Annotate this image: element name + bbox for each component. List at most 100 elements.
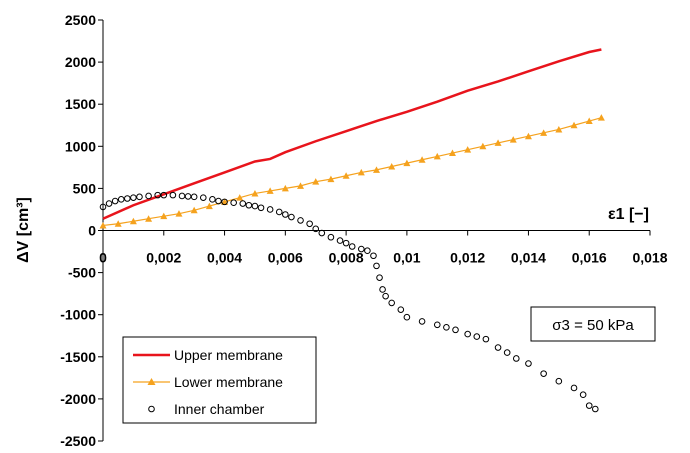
y-axis-title: ΔV [cm³] — [15, 197, 32, 263]
data-point-inner-chamber — [318, 229, 326, 237]
data-point-lower-membrane — [205, 202, 213, 210]
data-point-inner-chamber — [190, 193, 198, 201]
data-point-lower-membrane — [312, 178, 320, 185]
legend: Upper membrane Lower membrane Inner cham… — [122, 336, 317, 424]
data-point-inner-chamber — [373, 262, 380, 270]
data-point-inner-chamber — [136, 193, 143, 201]
data-point-inner-chamber — [452, 326, 459, 334]
data-point-lower-membrane — [448, 149, 456, 157]
y-tick-label: 2500 — [65, 12, 96, 28]
x-axis-title: ε1 [−] — [608, 206, 649, 223]
y-tick-label: -500 — [68, 265, 96, 281]
data-point-inner-chamber — [221, 198, 228, 206]
data-point-inner-chamber — [275, 208, 283, 216]
pressure-annotation: σ3 = 50 kPa — [530, 306, 656, 342]
data-point-inner-chamber — [288, 213, 295, 221]
data-point-lower-membrane — [281, 184, 289, 192]
data-point-lower-membrane — [221, 198, 229, 205]
data-point-inner-chamber — [376, 274, 383, 281]
data-point-inner-chamber — [312, 225, 320, 233]
data-point-lower-membrane — [129, 217, 137, 225]
annotation-box — [530, 306, 656, 342]
data-point-inner-chamber — [111, 197, 119, 205]
data-point-inner-chamber — [443, 324, 450, 331]
x-tick-label: 0,006 — [268, 250, 303, 266]
data-point-inner-chamber — [215, 197, 222, 205]
data-point-inner-chamber — [230, 199, 237, 207]
x-tick-label: 0 — [99, 250, 107, 266]
data-point-inner-chamber — [525, 360, 532, 367]
x-tick-label: 0,012 — [450, 250, 485, 266]
data-point-lower-membrane — [403, 159, 411, 167]
y-tick-label: -1500 — [60, 349, 96, 365]
x-tick-label: 0,01 — [393, 250, 420, 266]
data-point-lower-membrane — [555, 125, 563, 133]
data-point-lower-membrane — [570, 121, 578, 129]
data-point-lower-membrane — [342, 172, 350, 179]
legend-marker-lower-membrane — [147, 378, 156, 385]
data-point-lower-membrane — [373, 166, 380, 173]
data-point-inner-chamber — [209, 196, 216, 203]
data-point-inner-chamber — [418, 318, 426, 325]
y-tick-label: 500 — [73, 180, 97, 196]
data-point-inner-chamber — [473, 333, 481, 340]
annotation-text: σ3 = 50 kPa — [552, 317, 634, 334]
data-point-inner-chamber — [342, 239, 350, 247]
legend-label-lower-membrane: Lower membrane — [174, 374, 283, 390]
data-point-inner-chamber — [105, 200, 113, 207]
y-tick-label: 1000 — [65, 138, 96, 154]
data-point-inner-chamber — [482, 335, 490, 343]
data-point-inner-chamber — [124, 195, 131, 202]
data-point-inner-chamber — [184, 193, 192, 200]
x-tick-label: 0,008 — [329, 250, 364, 266]
data-point-lower-membrane — [145, 215, 153, 222]
data-point-inner-chamber — [388, 299, 395, 307]
y-tick-label: 1500 — [65, 96, 96, 112]
series-line-upper-membrane — [102, 48, 602, 220]
data-point-inner-chamber — [570, 384, 578, 392]
data-point-lower-membrane — [99, 221, 107, 229]
data-point-inner-chamber — [585, 402, 593, 409]
legend-label-inner-chamber: Inner chamber — [174, 401, 265, 417]
data-point-inner-chamber — [336, 237, 344, 244]
data-point-inner-chamber — [282, 211, 289, 218]
data-point-inner-chamber — [464, 330, 471, 338]
data-point-lower-membrane — [160, 212, 168, 220]
data-point-inner-chamber — [540, 370, 547, 377]
data-point-inner-chamber — [145, 192, 152, 200]
data-point-inner-chamber — [592, 405, 599, 413]
data-point-inner-chamber — [169, 191, 177, 199]
y-tick-label: 0 — [88, 223, 96, 239]
data-point-inner-chamber — [160, 191, 168, 199]
data-point-inner-chamber — [370, 252, 377, 260]
data-point-inner-chamber — [348, 243, 356, 250]
data-point-lower-membrane — [597, 114, 605, 121]
data-point-lower-membrane — [585, 117, 593, 125]
data-point-lower-membrane — [327, 175, 335, 183]
data-point-inner-chamber — [306, 220, 313, 228]
x-tick-label: 0,004 — [207, 250, 242, 266]
data-point-lower-membrane — [190, 206, 198, 214]
x-tick-label: 0,018 — [632, 250, 667, 266]
data-point-inner-chamber — [494, 344, 502, 351]
data-point-lower-membrane — [524, 132, 532, 140]
data-point-inner-chamber — [257, 204, 265, 212]
data-point-inner-chamber — [503, 349, 511, 356]
data-point-inner-chamber — [266, 206, 274, 213]
y-tick-label: 2000 — [65, 54, 96, 70]
data-point-lower-membrane — [433, 152, 441, 160]
legend-box — [122, 336, 317, 424]
data-point-inner-chamber — [579, 391, 587, 398]
data-point-lower-membrane — [266, 187, 274, 194]
data-point-inner-chamber — [382, 292, 389, 300]
data-point-inner-chamber — [379, 286, 386, 293]
data-point-inner-chamber — [130, 194, 137, 201]
data-point-lower-membrane — [297, 182, 305, 189]
data-point-inner-chamber — [397, 306, 405, 313]
legend-marker-inner-chamber — [148, 405, 155, 413]
data-point-inner-chamber — [364, 247, 371, 255]
data-point-inner-chamber — [117, 196, 125, 203]
data-point-inner-chamber — [358, 245, 365, 253]
